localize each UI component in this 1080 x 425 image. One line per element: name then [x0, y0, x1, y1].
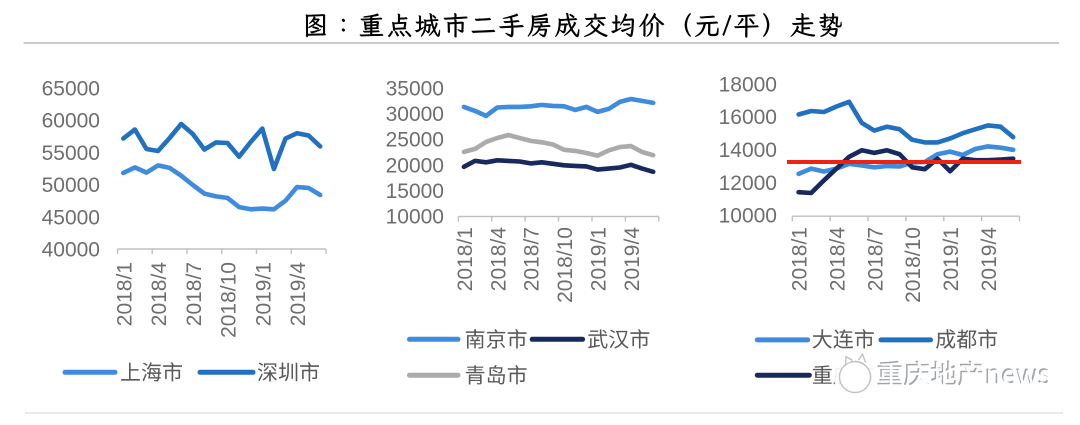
svg-text:2018/10: 2018/10	[218, 262, 241, 338]
svg-text:2019/1: 2019/1	[588, 227, 611, 291]
svg-text:60000: 60000	[42, 110, 100, 133]
svg-text:10000: 10000	[719, 205, 777, 228]
svg-text:18000: 18000	[719, 74, 777, 97]
svg-text:25000: 25000	[386, 129, 444, 152]
svg-text:20000: 20000	[386, 154, 444, 177]
svg-text:55000: 55000	[42, 142, 100, 165]
svg-text:2019/4: 2019/4	[287, 262, 310, 327]
svg-text:2018/4: 2018/4	[148, 262, 171, 327]
svg-text:2018/1: 2018/1	[789, 227, 812, 291]
svg-text:2019/4: 2019/4	[978, 227, 1001, 292]
svg-text:16000: 16000	[719, 106, 777, 129]
svg-text:65000: 65000	[42, 78, 100, 101]
svg-text:2018/1: 2018/1	[454, 227, 477, 291]
svg-text:2018/10: 2018/10	[554, 227, 577, 303]
svg-text:2018/10: 2018/10	[902, 227, 925, 303]
svg-text:35000: 35000	[386, 78, 444, 101]
svg-text:12000: 12000	[719, 172, 777, 195]
svg-text:2018/4: 2018/4	[487, 227, 510, 292]
svg-text:30000: 30000	[386, 103, 444, 126]
svg-text:10000: 10000	[386, 206, 444, 229]
svg-text:50000: 50000	[42, 174, 100, 197]
svg-text:45000: 45000	[42, 206, 100, 229]
svg-text:40000: 40000	[42, 239, 100, 262]
svg-text:2019/1: 2019/1	[252, 262, 275, 326]
svg-text:15000: 15000	[386, 180, 444, 203]
svg-text:2019/1: 2019/1	[940, 227, 963, 291]
svg-text:2019/4: 2019/4	[621, 227, 644, 292]
svg-text:2018/7: 2018/7	[521, 227, 544, 291]
svg-text:2018/7: 2018/7	[864, 227, 887, 291]
svg-text:2018/4: 2018/4	[827, 227, 850, 292]
svg-text:2018/1: 2018/1	[113, 262, 136, 326]
svg-text:2018/7: 2018/7	[183, 262, 206, 326]
svg-text:14000: 14000	[719, 139, 777, 162]
